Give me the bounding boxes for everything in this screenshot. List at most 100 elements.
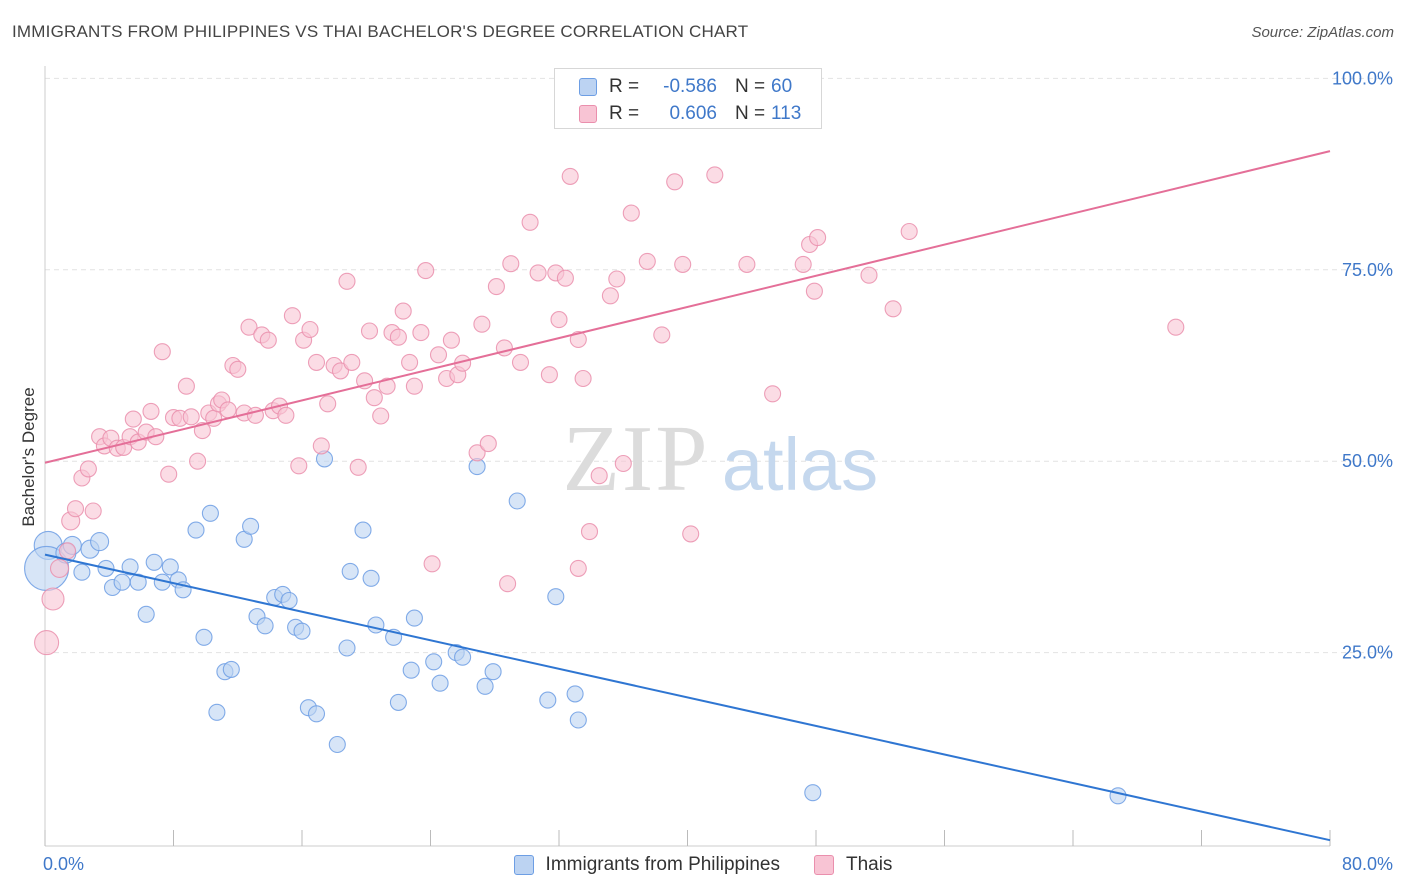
philippines-point[interactable] [402,661,420,679]
philippines-point[interactable] [476,677,494,695]
thais-point[interactable] [331,362,350,380]
thais-point[interactable] [561,167,579,185]
thais-point[interactable] [468,444,486,462]
thais-point[interactable] [283,307,301,325]
philippines-point[interactable] [484,663,502,681]
thais-point[interactable] [84,502,102,520]
philippines-point[interactable] [121,558,139,576]
philippines-point[interactable] [338,639,356,657]
thais-point[interactable] [706,166,724,184]
philippines-point[interactable] [508,492,526,510]
philippines-point[interactable] [208,703,226,721]
thais-point[interactable] [622,204,640,222]
thais-point[interactable] [429,346,448,364]
thais-point[interactable] [301,320,319,339]
philippines-point[interactable] [405,609,423,627]
philippines-point[interactable] [566,685,584,703]
thais-point[interactable] [805,282,823,300]
thais-point[interactable] [79,460,97,478]
thais-point[interactable] [177,377,195,395]
philippines-point[interactable] [425,653,443,671]
philippines-point[interactable] [431,674,449,692]
thais-point[interactable] [569,330,587,349]
philippines-point[interactable] [73,563,91,581]
thais-point[interactable] [412,324,430,342]
thais-point[interactable] [307,353,326,371]
thais-point[interactable] [666,173,684,191]
thais-point[interactable] [277,406,295,424]
philippines-point[interactable] [307,705,326,723]
philippines-point[interactable] [804,784,822,802]
thais-point[interactable] [372,407,390,425]
thais-point[interactable] [401,353,419,371]
thais-point[interactable] [193,422,211,440]
thais-point[interactable] [34,630,60,656]
philippines-point[interactable] [354,521,372,539]
thais-point[interactable] [405,377,423,395]
thais-point[interactable] [569,559,587,577]
thais-point[interactable] [809,229,827,247]
philippines-point[interactable] [161,558,179,576]
philippines-point[interactable] [201,504,219,522]
thais-point[interactable] [638,252,656,270]
thais-point[interactable] [502,255,520,273]
philippines-point[interactable] [145,553,163,571]
thais-point[interactable] [312,437,330,455]
philippines-point[interactable] [280,591,298,610]
philippines-point[interactable] [367,616,385,634]
thais-point[interactable] [614,454,632,473]
thais-point[interactable] [240,318,258,336]
thais-point[interactable] [473,315,491,333]
thais-point[interactable] [219,401,237,419]
philippines-point[interactable] [187,521,205,539]
philippines-point[interactable] [293,622,311,640]
thais-point[interactable] [153,343,171,361]
thais-point[interactable] [124,410,142,428]
thais-point[interactable] [550,311,568,329]
thais-point[interactable] [66,500,85,518]
thais-point[interactable] [860,266,878,284]
legend-item-thais[interactable]: Thais [813,854,892,876]
thais-point[interactable] [574,369,592,388]
thais-point[interactable] [229,360,247,378]
thais-point[interactable] [378,377,396,395]
thais-point[interactable] [487,278,505,296]
thais-point[interactable] [521,213,539,231]
thais-point[interactable] [319,395,337,413]
philippines-point[interactable] [242,517,260,535]
philippines-point[interactable] [362,569,380,587]
philippines-point[interactable] [539,691,557,709]
thais-point[interactable] [394,302,412,320]
thais-point[interactable] [365,389,383,407]
thais-point[interactable] [58,542,77,560]
thais-point[interactable] [182,408,200,426]
philippines-point[interactable] [328,735,346,754]
thais-point[interactable] [189,452,207,470]
thais-point[interactable] [360,322,379,340]
thais-point[interactable] [1167,318,1185,336]
philippines-point[interactable] [256,617,274,635]
philippines-point[interactable] [389,693,407,711]
thais-point[interactable] [142,402,160,420]
thais-point[interactable] [653,326,671,344]
thais-point[interactable] [41,587,65,611]
thais-point[interactable] [608,270,626,288]
thais-point[interactable] [900,222,918,241]
philippines-point[interactable] [222,660,240,678]
thais-point[interactable] [349,458,367,476]
philippines-point[interactable] [90,532,110,552]
thais-point[interactable] [764,385,782,403]
thais-point[interactable] [580,523,599,541]
thais-point[interactable] [389,328,407,346]
thais-point[interactable] [499,575,517,593]
philippines-point[interactable] [569,711,587,729]
thais-point[interactable] [529,264,547,282]
philippines-point[interactable] [137,605,155,623]
thais-point[interactable] [343,353,361,371]
thais-point[interactable] [290,457,308,475]
philippines-point[interactable] [195,628,213,646]
philippines-point[interactable] [1109,787,1127,805]
thais-point[interactable] [423,555,441,573]
philippines-point[interactable] [341,562,359,580]
thais-point[interactable] [674,255,692,273]
